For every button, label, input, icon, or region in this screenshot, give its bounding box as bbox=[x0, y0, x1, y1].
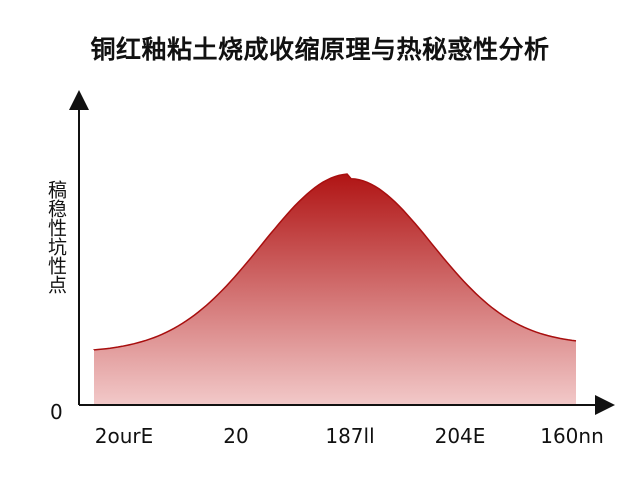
x-tick-label-2: 187ll bbox=[325, 424, 375, 448]
x-tick-label-1: 20 bbox=[223, 424, 249, 448]
x-tick-label-3: 204E bbox=[434, 424, 486, 448]
x-tick-label-4: 160nn bbox=[540, 424, 604, 448]
y-tick-label-zero: 0 bbox=[50, 400, 63, 424]
area-series bbox=[94, 174, 576, 405]
y-axis-label: 稿稳性坑性点 bbox=[45, 180, 67, 294]
x-tick-label-0: 2ourE bbox=[94, 424, 154, 448]
area-series-line bbox=[93, 173, 577, 351]
chart-title: 铜红釉粘土烧成收缩原理与热秘惑性分析 bbox=[90, 35, 550, 64]
